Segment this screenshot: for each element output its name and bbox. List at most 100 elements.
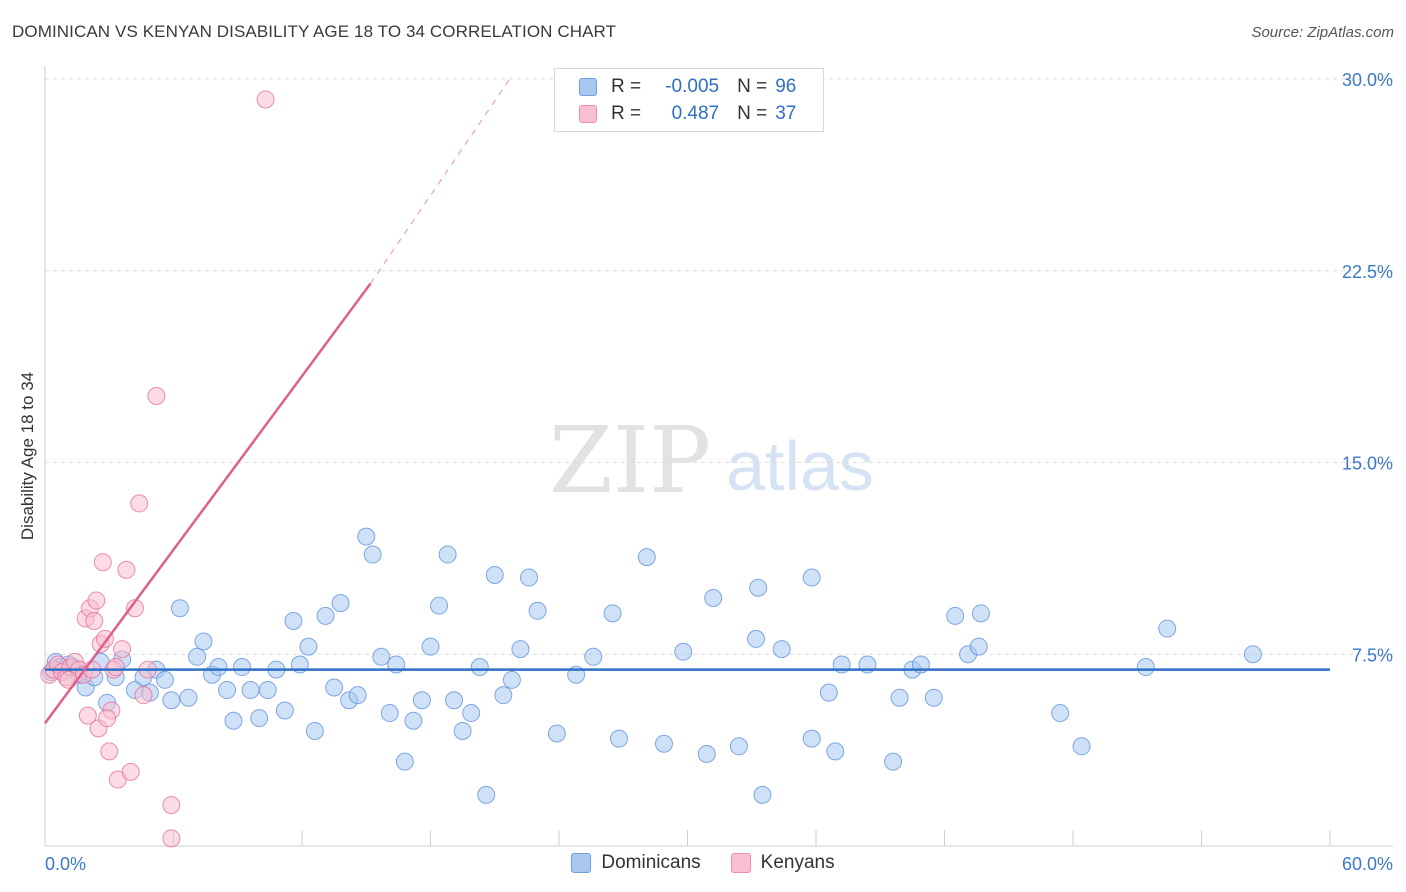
- dominican-point: [609, 729, 628, 748]
- legend-label-kenyans: Kenyans: [760, 852, 835, 873]
- dominican-point: [890, 688, 909, 707]
- dominican-point: [603, 604, 622, 623]
- legend-item-dominicans[interactable]: Dominicans: [571, 852, 701, 874]
- watermark-zip: ZIP: [549, 407, 711, 514]
- legend-r-value: 0.487: [671, 103, 720, 124]
- dominican-point: [421, 637, 440, 656]
- legend-swatch-dominicans: [579, 78, 597, 96]
- correlation-legend: R = -0.005 N = 96 R = 0.487 N = 37: [554, 68, 824, 132]
- dominican-point: [674, 642, 693, 661]
- legend-r-value: -0.005: [665, 76, 720, 97]
- dominican-point: [194, 632, 213, 651]
- dominican-point: [305, 721, 324, 740]
- kenyan-point: [147, 387, 166, 406]
- kenyan-point: [134, 686, 153, 705]
- dominican-point: [884, 752, 903, 771]
- dominican-point: [453, 721, 472, 740]
- dominican-point: [547, 724, 566, 743]
- dominican-point: [284, 612, 303, 631]
- dominican-point: [924, 688, 943, 707]
- dominican-point: [511, 640, 530, 659]
- dominican-point: [363, 545, 382, 564]
- kenyan-point: [113, 640, 132, 659]
- x-tick-label: 60.0%: [1342, 854, 1393, 874]
- kenyan-point: [87, 591, 106, 610]
- dominican-point: [299, 637, 318, 656]
- dominican-point: [802, 729, 821, 748]
- dominican-point: [637, 548, 656, 567]
- legend-r-label: R =: [611, 76, 642, 97]
- legend-row-kenyans: R = 0.487 N = 37: [579, 102, 796, 126]
- kenyan-trendline-extension: [370, 78, 511, 284]
- dominican-point: [470, 658, 489, 677]
- kenyan-point: [78, 706, 97, 725]
- dominican-point: [155, 670, 174, 689]
- legend-n-value: 37: [775, 103, 797, 124]
- y-tick-label: 15.0%: [1342, 454, 1393, 474]
- legend-row-dominicans: R = -0.005 N = 96: [579, 75, 796, 99]
- dominican-point: [502, 670, 521, 689]
- dominican-point: [438, 545, 457, 564]
- dominican-point: [412, 691, 431, 710]
- legend-swatch-dominicans: [571, 853, 592, 873]
- dominican-point: [348, 686, 367, 705]
- series-legend: Dominicans Kenyans: [0, 852, 1406, 874]
- dominican-point: [325, 678, 344, 697]
- dominican-point: [250, 709, 269, 728]
- dominican-point: [819, 683, 838, 702]
- kenyan-point: [59, 670, 78, 689]
- legend-n-label: N =: [737, 103, 768, 124]
- kenyan-point: [162, 796, 181, 815]
- dominican-point: [826, 742, 845, 761]
- dominican-point: [233, 658, 252, 677]
- legend-label-dominicans: Dominicans: [601, 852, 701, 873]
- dominican-point: [1051, 704, 1070, 723]
- dominican-point: [494, 686, 513, 705]
- y-tick-label: 22.5%: [1342, 262, 1393, 282]
- dominican-point: [697, 744, 716, 763]
- x-tick-label: 0.0%: [45, 854, 86, 874]
- kenyan-point: [121, 762, 140, 781]
- dominican-point: [528, 601, 547, 620]
- dominican-point: [520, 568, 539, 587]
- dominican-point: [1158, 619, 1177, 638]
- dominican-point: [729, 737, 748, 756]
- kenyan-point: [85, 612, 104, 631]
- dominican-point: [477, 785, 496, 804]
- dominican-point: [584, 647, 603, 666]
- dominican-point: [357, 527, 376, 546]
- kenyan-point: [130, 494, 149, 513]
- legend-n-value: 96: [775, 76, 797, 97]
- dominican-point: [170, 599, 189, 618]
- dominican-point: [704, 589, 723, 608]
- dominican-point: [1072, 737, 1091, 756]
- dominican-point: [372, 647, 391, 666]
- dominican-point: [316, 606, 335, 625]
- y-tick-label: 30.0%: [1342, 70, 1393, 90]
- kenyan-point: [93, 553, 112, 572]
- kenyan-point: [117, 560, 136, 579]
- dominican-point: [258, 681, 277, 700]
- legend-r-label: R =: [611, 103, 642, 124]
- dominican-point: [445, 691, 464, 710]
- legend-item-kenyans[interactable]: Kenyans: [730, 852, 835, 874]
- dominican-point: [218, 681, 237, 700]
- dominican-point: [241, 681, 260, 700]
- dominican-point: [179, 688, 198, 707]
- source-credit: Source: ZipAtlas.com: [1251, 24, 1394, 41]
- dominican-point: [753, 785, 772, 804]
- legend-swatch-kenyans: [730, 853, 751, 873]
- dominican-point: [209, 658, 228, 677]
- watermark-atlas: atlas: [726, 427, 874, 505]
- dominican-point: [188, 647, 207, 666]
- kenyan-point: [256, 90, 275, 109]
- kenyan-point: [106, 658, 125, 677]
- dominican-point: [749, 578, 768, 597]
- dominican-point: [772, 640, 791, 659]
- dominican-point: [224, 711, 243, 730]
- dominican-point: [430, 596, 449, 615]
- dominican-point: [380, 704, 399, 723]
- kenyan-point: [162, 829, 181, 848]
- kenyan-point: [100, 742, 119, 761]
